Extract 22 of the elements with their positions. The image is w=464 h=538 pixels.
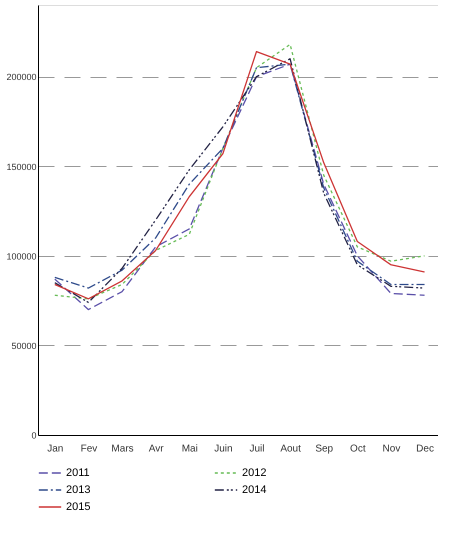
- y-tick-label: 0: [31, 430, 36, 440]
- y-tick-label: 150000: [6, 162, 36, 172]
- legend-label: 2013: [66, 484, 90, 496]
- x-tick-label: Aout: [280, 444, 302, 454]
- x-tick-label: Dec: [416, 444, 434, 454]
- y-tick-label: 100000: [6, 251, 36, 262]
- x-tick-label: Sep: [315, 444, 334, 454]
- legend-label: 2014: [242, 484, 266, 496]
- legend-label: 2015: [66, 501, 90, 513]
- legend-label: 2011: [66, 467, 90, 479]
- x-tick-label: Fev: [80, 444, 98, 454]
- y-tick-label: 200000: [6, 72, 36, 82]
- y-tick-label: 50000: [11, 340, 36, 351]
- x-tick-label: Nov: [382, 444, 400, 454]
- x-tick-label: Juin: [214, 444, 233, 454]
- x-tick-label: Jan: [47, 444, 64, 454]
- x-tick-label: Avr: [148, 444, 164, 454]
- legend-label: 2012: [242, 467, 266, 479]
- x-tick-label: Mai: [182, 444, 198, 454]
- x-tick-label: Juil: [249, 444, 264, 454]
- x-tick-label: Mars: [111, 444, 134, 454]
- x-tick-label: Oct: [350, 444, 366, 454]
